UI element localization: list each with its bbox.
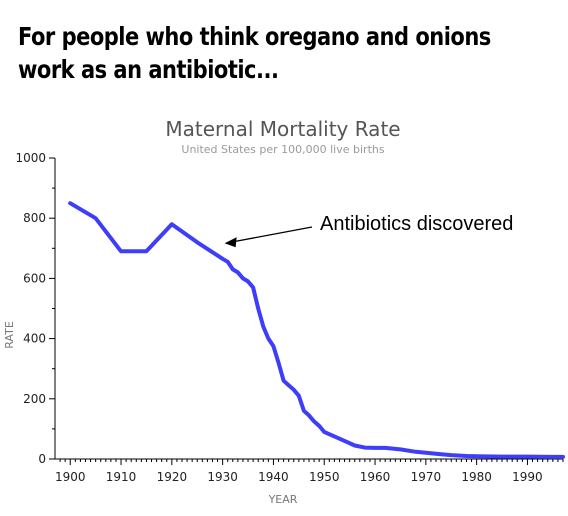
annotation-label: Antibiotics discovered bbox=[320, 213, 513, 235]
caption-line-1: For people who think oregano and onions bbox=[18, 22, 491, 51]
x-tick-label: 1990 bbox=[512, 470, 543, 484]
x-tick-label: 1910 bbox=[106, 470, 137, 484]
x-tick-label: 1980 bbox=[461, 470, 492, 484]
caption-line-2: work as an antibiotic... bbox=[18, 55, 279, 84]
y-tick-label: 0 bbox=[38, 452, 46, 466]
chart-axes: 0 200 400 600 800 1000 1900 1910 1920 1930 1940 195… bbox=[15, 151, 564, 484]
y-tick-label: 600 bbox=[23, 271, 46, 285]
x-tick-label: 1970 bbox=[411, 470, 442, 484]
x-axis-title: YEAR bbox=[268, 493, 298, 506]
y-tick-label: 1000 bbox=[15, 151, 46, 165]
y-tick-label: 800 bbox=[23, 211, 46, 225]
x-tick-label: 1950 bbox=[309, 470, 340, 484]
y-axis-title: RATE bbox=[3, 321, 16, 349]
x-tick-label: 1920 bbox=[157, 470, 188, 484]
chart-subtitle: United States per 100,000 live births bbox=[181, 143, 384, 156]
x-tick-label: 1940 bbox=[258, 470, 289, 484]
chart-title: Maternal Mortality Rate bbox=[165, 117, 400, 141]
y-tick-label: 400 bbox=[23, 332, 46, 346]
chart-series bbox=[68, 201, 565, 459]
mortality-rate-line bbox=[68, 201, 565, 459]
x-tick-label: 1900 bbox=[55, 470, 86, 484]
y-tick-label: 200 bbox=[23, 392, 46, 406]
x-tick-label: 1930 bbox=[207, 470, 238, 484]
annotation-arrow-head bbox=[224, 237, 237, 248]
meme-caption: For people who think oregano and onions … bbox=[18, 20, 491, 86]
chart-annotations: Antibiotics discovered bbox=[224, 213, 513, 248]
x-tick-label: 1960 bbox=[360, 470, 391, 484]
annotation-arrow-shaft bbox=[230, 226, 313, 243]
